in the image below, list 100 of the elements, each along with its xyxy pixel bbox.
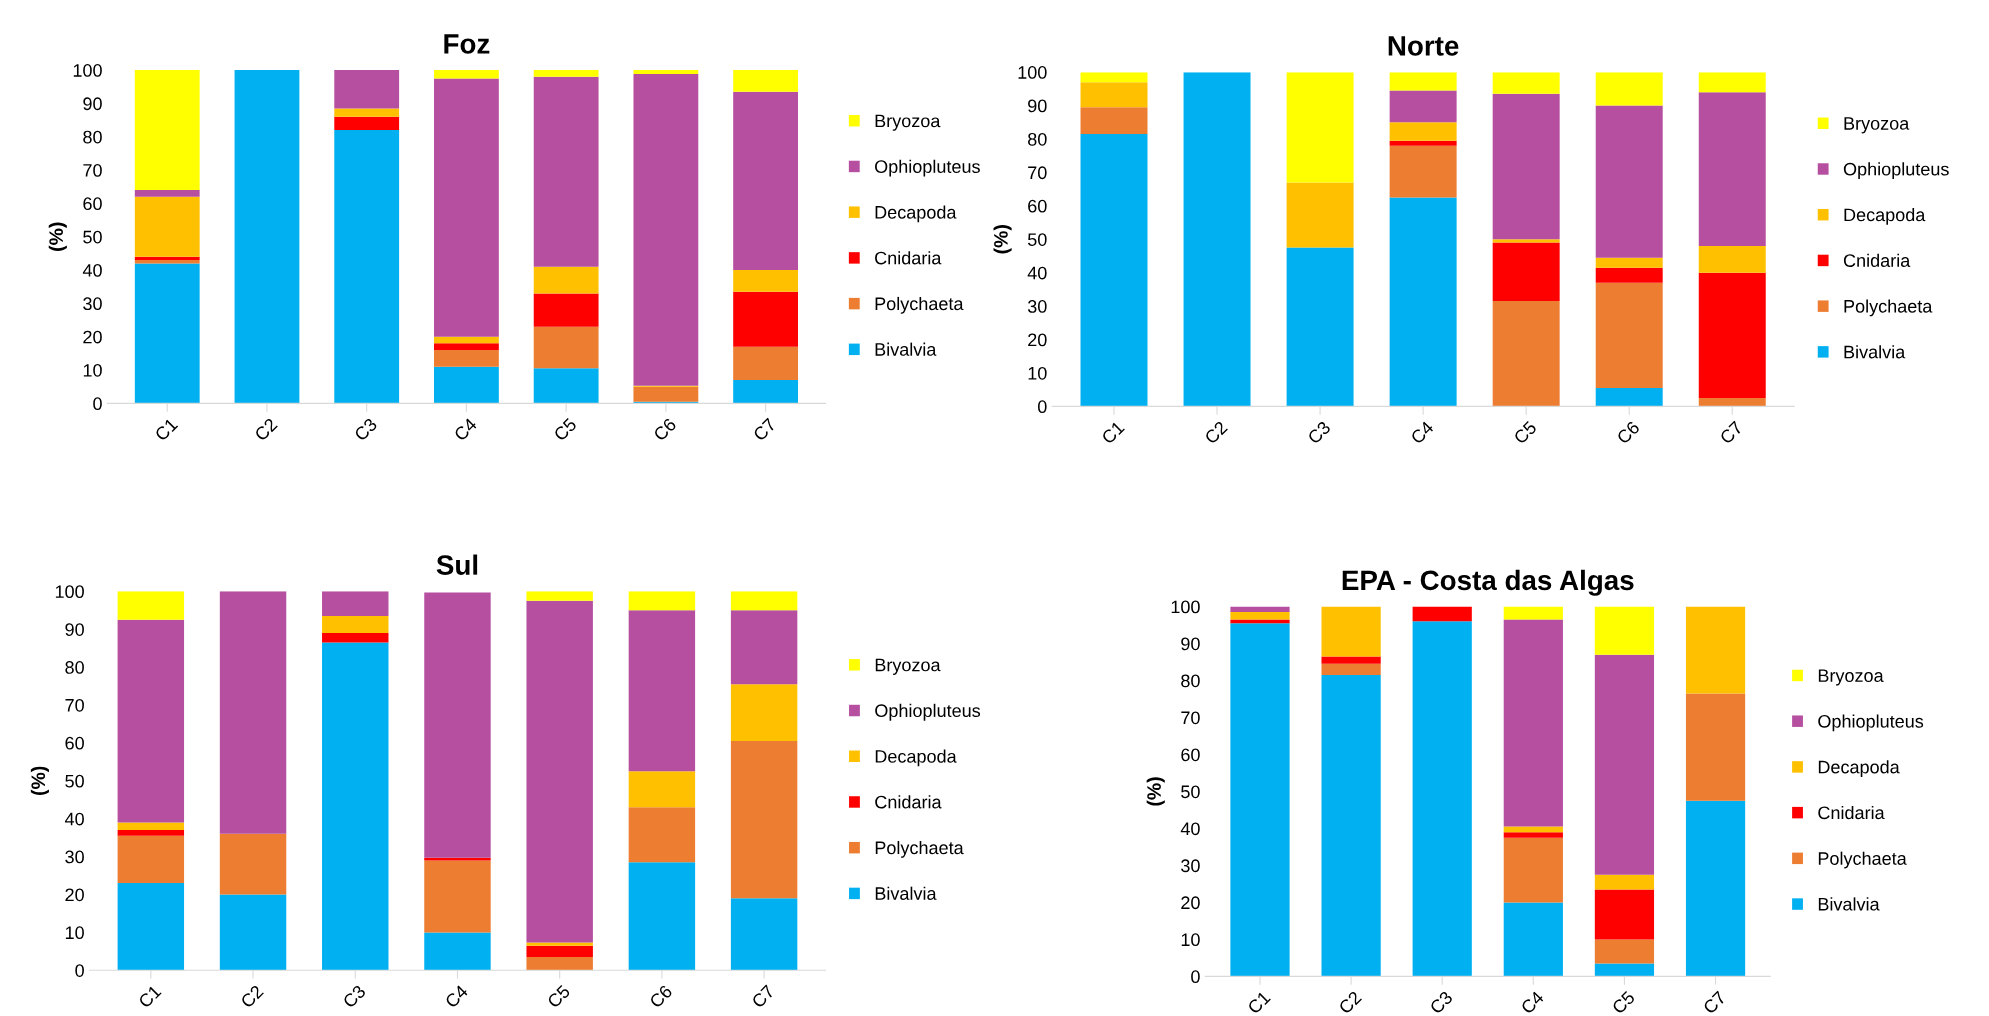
y-tick-label: 50 <box>65 774 84 788</box>
bar <box>1389 72 1457 91</box>
x-tick-label: C1 <box>1246 990 1271 1015</box>
bar <box>334 116 400 131</box>
bar <box>533 326 599 369</box>
bar <box>322 633 389 643</box>
x-tick-label: C3 <box>342 984 367 1009</box>
bar <box>526 942 593 946</box>
y-tick-label: 90 <box>83 97 102 111</box>
y-tick-label: 40 <box>1027 266 1047 280</box>
bar <box>134 70 200 191</box>
bar <box>533 266 599 294</box>
bar <box>1286 247 1354 407</box>
bar <box>1321 656 1381 664</box>
x-tick-label: C7 <box>1719 420 1744 445</box>
bar <box>733 380 799 404</box>
bar <box>1594 939 1655 964</box>
y-tick-label: 10 <box>65 926 84 940</box>
y-tick-label: 80 <box>83 130 102 144</box>
y-tick-label: 70 <box>1028 166 1047 180</box>
bar <box>1321 606 1381 657</box>
bar <box>234 70 300 404</box>
bar <box>1389 122 1457 141</box>
bar <box>526 600 593 943</box>
bar <box>1595 72 1663 106</box>
y-tick-label: 10 <box>1181 933 1200 947</box>
bar <box>1492 242 1560 302</box>
bar <box>1685 693 1746 801</box>
x-tick-label: C2 <box>1337 990 1363 1015</box>
bar <box>1321 663 1381 675</box>
legend-label: Ophiopluteus <box>1843 162 1949 180</box>
legend-label: Cnidaria <box>875 251 942 265</box>
bar <box>1230 619 1290 624</box>
bar <box>134 263 200 404</box>
x-tick-label: C4 <box>1410 420 1435 445</box>
x-tick-label: C6 <box>1616 420 1641 445</box>
x-tick-label: C1 <box>154 417 179 442</box>
y-tick-label: 90 <box>1028 99 1047 113</box>
bar <box>134 190 200 197</box>
bar <box>1183 72 1251 407</box>
bar <box>533 70 599 77</box>
y-tick-label: 70 <box>83 164 102 177</box>
bar <box>1698 245 1766 273</box>
bar <box>117 883 185 971</box>
y-tick-label: 30 <box>83 297 102 311</box>
legend-label: Polychaeta <box>1844 299 1933 317</box>
bar <box>1230 612 1290 620</box>
bar <box>733 346 799 381</box>
y-tick-label: 50 <box>1181 785 1200 799</box>
y-tick-label: 40 <box>1180 822 1200 836</box>
bar <box>219 591 287 834</box>
bar <box>424 932 491 971</box>
legend-label: Polychaeta <box>875 840 964 858</box>
chart-title: Foz <box>444 34 490 54</box>
x-tick-label: C7 <box>750 984 776 1009</box>
bar <box>1698 398 1766 407</box>
y-tick-label: 100 <box>55 585 84 599</box>
bar <box>1389 90 1457 123</box>
y-tick-label: 20 <box>65 888 84 902</box>
legend-label: Ophiopluteus <box>875 159 980 177</box>
y-tick-label: 10 <box>1028 366 1047 380</box>
bar <box>219 833 287 895</box>
bar <box>1286 182 1354 248</box>
bar <box>628 771 696 808</box>
bar <box>1594 654 1655 875</box>
bar <box>1595 267 1663 283</box>
bar <box>1080 107 1148 134</box>
bar <box>1594 606 1655 655</box>
bar <box>322 615 389 633</box>
bar <box>1492 301 1560 407</box>
x-tick-label: C6 <box>652 417 677 442</box>
y-tick-label: 0 <box>75 964 84 977</box>
legend-label: Polychaeta <box>875 296 964 314</box>
y-tick-label: 60 <box>65 736 84 750</box>
y-tick-label: 30 <box>1027 300 1047 313</box>
bar <box>1389 197 1457 407</box>
y-tick-label: 100 <box>1171 600 1200 614</box>
bar <box>1595 257 1663 268</box>
y-tick-label: 100 <box>1018 66 1047 79</box>
y-tick-label: 0 <box>93 397 102 411</box>
bar <box>633 386 699 402</box>
bar <box>1230 623 1290 977</box>
y-tick-label: 0 <box>1037 400 1047 414</box>
y-tick-label: 0 <box>1191 970 1200 984</box>
bar <box>1594 963 1655 977</box>
chart-title: Norte <box>1388 36 1459 56</box>
legend-label: Decapoda <box>1844 207 1926 225</box>
bar <box>1594 874 1655 890</box>
bar <box>1492 72 1560 94</box>
y-tick-label: 80 <box>1181 674 1200 688</box>
bar <box>134 196 200 257</box>
bar <box>1503 902 1563 977</box>
bar <box>434 366 499 404</box>
bar <box>730 684 798 741</box>
bar <box>434 343 499 351</box>
y-tick-label: 90 <box>65 623 84 636</box>
y-tick-label: 30 <box>65 850 84 864</box>
bar <box>628 591 696 611</box>
x-tick-label: C3 <box>353 417 378 442</box>
bar <box>1595 388 1663 407</box>
